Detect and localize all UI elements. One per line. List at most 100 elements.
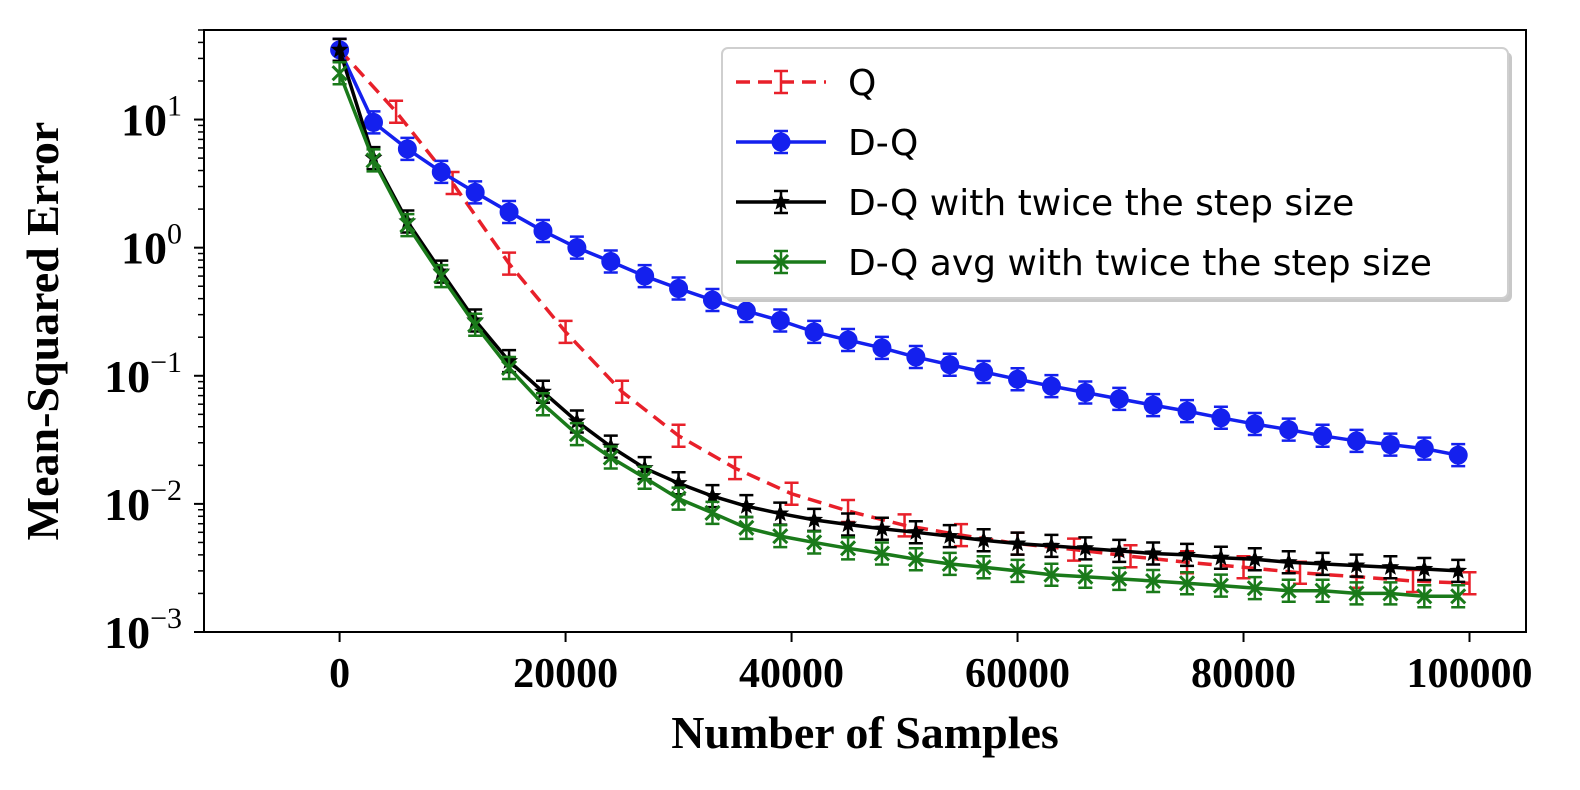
x-tick-label: 0 xyxy=(329,651,350,697)
data-point xyxy=(533,221,553,241)
data-point xyxy=(738,519,755,536)
data-point xyxy=(501,359,518,377)
data-point xyxy=(1380,435,1400,455)
series-3 xyxy=(331,60,1467,609)
series-line xyxy=(337,49,1459,573)
data-point xyxy=(702,290,722,310)
x-tick-label: 80000 xyxy=(1191,651,1296,697)
data-point xyxy=(1448,445,1468,465)
series-line xyxy=(338,49,1459,457)
data-point xyxy=(940,355,960,375)
data-point xyxy=(974,362,994,382)
data-point xyxy=(1280,582,1297,599)
y-tick-label: 10−2 xyxy=(104,474,182,530)
data-point xyxy=(770,311,790,331)
data-point xyxy=(704,504,721,521)
data-point xyxy=(534,396,552,413)
data-point xyxy=(568,426,585,443)
data-point xyxy=(1347,431,1367,451)
data-point xyxy=(1450,588,1467,605)
legend-box xyxy=(721,47,1509,299)
data-point xyxy=(907,551,924,568)
data-point xyxy=(1449,561,1468,579)
data-point xyxy=(838,330,858,350)
legend-label: D-Q xyxy=(848,123,918,164)
y-axis-label: Mean-Squared Error xyxy=(17,122,68,541)
data-point xyxy=(363,112,383,132)
data-point xyxy=(1043,566,1060,583)
legend-label: D-Q avg with twice the step size xyxy=(848,243,1432,284)
data-point xyxy=(1178,545,1196,563)
data-point xyxy=(873,519,891,537)
data-point xyxy=(1212,577,1229,594)
data-point xyxy=(636,469,653,486)
error-bar xyxy=(389,99,404,125)
data-point xyxy=(365,152,382,169)
y-tick-label: 100 xyxy=(121,218,182,274)
x-tick-label: 40000 xyxy=(739,651,844,697)
error-bar xyxy=(728,455,743,481)
y-tick-label: 10−3 xyxy=(104,602,182,658)
series-1 xyxy=(330,37,1468,468)
data-point xyxy=(805,510,824,528)
data-point xyxy=(703,486,722,504)
data-point xyxy=(873,545,891,562)
data-point xyxy=(1279,552,1298,570)
legend-marker xyxy=(772,253,790,271)
x-tick-label: 100000 xyxy=(1407,651,1533,697)
data-point xyxy=(1008,369,1028,389)
y-tick-base: 10 xyxy=(104,351,150,402)
data-point xyxy=(1009,562,1026,579)
data-point xyxy=(1177,401,1197,421)
data-point xyxy=(1076,538,1095,556)
data-point xyxy=(1414,439,1434,459)
x-axis-label: Number of Samples xyxy=(671,707,1059,758)
y-tick-exponent: −1 xyxy=(150,346,182,379)
data-point xyxy=(1313,426,1333,446)
data-point xyxy=(1313,554,1332,572)
data-point xyxy=(1041,376,1061,396)
series-line xyxy=(337,72,1459,599)
data-point xyxy=(331,65,348,82)
y-tick-exponent: 1 xyxy=(167,90,182,123)
data-point xyxy=(602,449,619,466)
data-point xyxy=(1211,408,1231,428)
error-bar xyxy=(1067,537,1082,562)
data-point xyxy=(906,347,926,367)
legend-marker xyxy=(772,192,790,210)
error-bar xyxy=(1462,571,1477,596)
y-tick-base: 10 xyxy=(121,223,167,274)
data-point xyxy=(669,278,689,298)
data-point xyxy=(772,528,789,545)
data-point xyxy=(940,526,959,544)
data-point xyxy=(771,504,790,522)
data-point xyxy=(1144,544,1163,562)
y-tick-exponent: −3 xyxy=(150,602,182,635)
data-point xyxy=(974,530,993,548)
legend-marker xyxy=(771,132,791,152)
legend-label: Q xyxy=(848,63,876,104)
y-tick-exponent: −2 xyxy=(150,474,182,507)
data-point xyxy=(1110,541,1129,559)
y-tick-base: 10 xyxy=(121,95,167,146)
data-point xyxy=(467,316,484,333)
series-layer xyxy=(330,37,1477,609)
data-point xyxy=(1042,536,1061,554)
data-point xyxy=(433,268,450,285)
data-point xyxy=(1109,389,1129,409)
data-point xyxy=(1245,549,1264,567)
y-tick-base: 10 xyxy=(104,479,150,530)
data-point xyxy=(1382,585,1399,602)
data-point xyxy=(1246,580,1263,597)
data-point xyxy=(499,202,519,222)
data-point xyxy=(465,182,485,202)
data-point xyxy=(804,322,824,342)
data-point xyxy=(1008,534,1027,552)
data-point xyxy=(1381,557,1400,575)
data-point xyxy=(1145,572,1162,590)
axes-layer: 0 20000 40000 60000 80000 10000010110010−110−… xyxy=(104,29,1533,697)
data-point xyxy=(1314,582,1331,599)
data-point xyxy=(839,540,857,557)
